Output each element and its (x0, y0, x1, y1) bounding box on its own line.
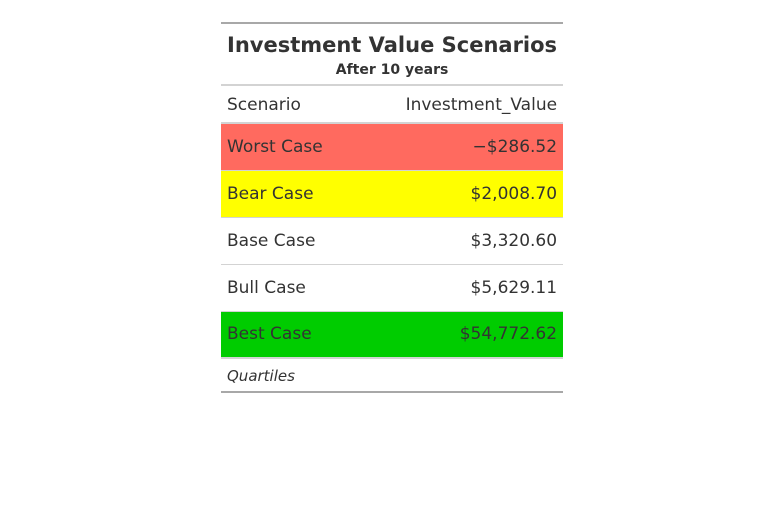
table-row: Base Case $3,320.60 (221, 216, 564, 264)
scenario-cell: Base Case (221, 216, 357, 264)
scenario-cell: Best Case (221, 310, 357, 358)
scenario-cell: Bull Case (221, 263, 357, 311)
table-row: Worst Case −$286.52 (221, 122, 564, 170)
table-title: Investment Value Scenarios (227, 33, 558, 57)
scenario-cell: Worst Case (221, 122, 357, 170)
investment-value-cell: $2,008.70 (356, 169, 564, 217)
column-header-investment-value: Investment_Value (356, 85, 564, 124)
investment-value-cell: $5,629.11 (356, 263, 564, 311)
table-subtitle: After 10 years (221, 58, 564, 86)
table-row: Bull Case $5,629.11 (221, 263, 564, 311)
investment-value-cell: −$286.52 (356, 122, 564, 170)
table-row: Bear Case $2,008.70 (221, 169, 564, 217)
investment-value-cell: $3,320.60 (356, 216, 564, 264)
table-footnote: Quartiles (221, 357, 564, 392)
table-row: Best Case $54,772.62 (221, 310, 564, 358)
column-header-scenario: Scenario (221, 85, 357, 124)
investment-value-cell: $54,772.62 (356, 310, 564, 358)
investment-scenarios-table: Investment Value Scenarios After 10 year… (221, 22, 564, 393)
scenario-cell: Bear Case (221, 169, 357, 217)
